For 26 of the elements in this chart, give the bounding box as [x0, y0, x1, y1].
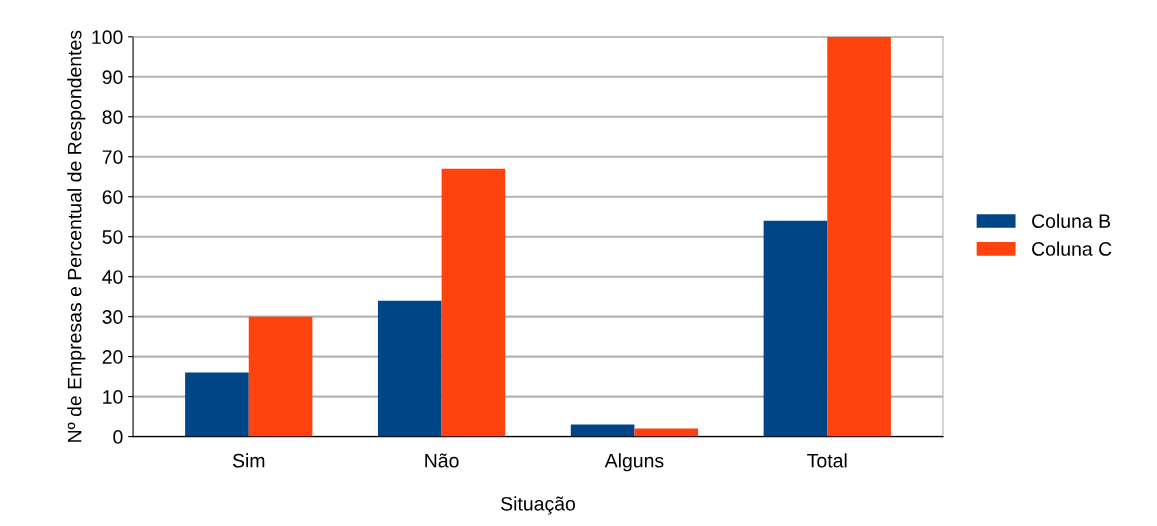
y-tick-label: 40 [102, 270, 123, 284]
y-tick-label: 60 [102, 190, 123, 204]
legend-label: Coluna C [1032, 241, 1112, 256]
y-tick-label: 30 [102, 310, 123, 324]
bar [185, 372, 249, 437]
bar [570, 424, 635, 437]
y-tick-label: 80 [102, 110, 123, 125]
bar [248, 316, 313, 437]
bar [377, 300, 442, 437]
x-tick-label: Sim [232, 453, 265, 468]
y-tick-label: 100 [92, 30, 123, 45]
y-tick-label: 90 [102, 70, 123, 85]
x-axis-title: Situação [501, 496, 576, 515]
x-tick-label: Total [807, 453, 847, 468]
bar [441, 168, 506, 437]
y-tick-label: 50 [102, 230, 123, 244]
legend-label: Coluna B [1032, 213, 1111, 228]
x-tick-label: Alguns [604, 453, 664, 472]
y-tick-label: 70 [102, 150, 123, 164]
x-tick-label: Não [425, 453, 459, 468]
y-axis-title: Nº de Empresas e Percentual de Respondentes [67, 30, 86, 442]
bar [827, 36, 891, 437]
y-tick-label: 0 [113, 430, 123, 444]
y-tick-label: 10 [103, 390, 123, 404]
y-tick-label: 20 [102, 350, 123, 364]
bar [763, 220, 828, 437]
